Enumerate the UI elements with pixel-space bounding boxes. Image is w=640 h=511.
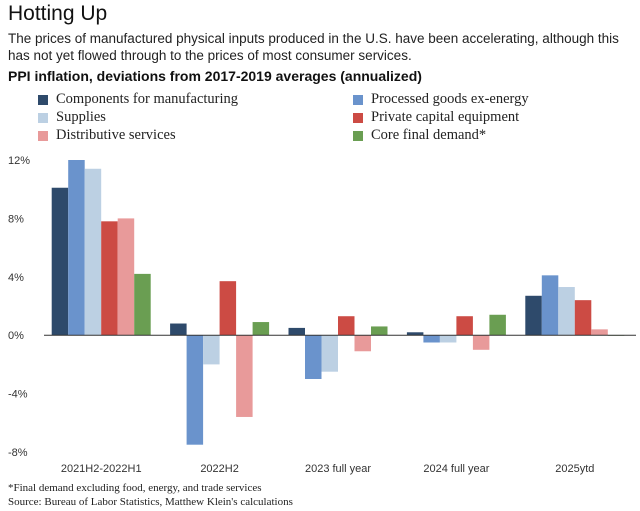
x-axis: 2021H2-2022H1 2022H2 2023 full year 2024 fu… bbox=[44, 334, 636, 475]
bar bbox=[591, 329, 608, 336]
legend-item-core-final-demand: Core final demand* bbox=[353, 127, 486, 144]
legend-swatch-core-final-demand bbox=[353, 130, 363, 141]
legend-swatch-components bbox=[38, 94, 48, 105]
bar bbox=[288, 327, 305, 336]
bar bbox=[558, 287, 575, 336]
bar bbox=[101, 221, 118, 336]
legend-label-core-final-demand: Core final demand* bbox=[371, 127, 487, 143]
legend-swatch-supplies bbox=[38, 112, 48, 123]
y-axis: -8% -4% 0% 4% 8% 12% bbox=[8, 155, 30, 459]
legend-item-distributive-services: Distributive services bbox=[38, 127, 176, 144]
bar bbox=[541, 275, 559, 336]
bar bbox=[305, 335, 322, 379]
x-tick-label: 2024 full year bbox=[423, 463, 489, 475]
legend-swatch-capital-equipment bbox=[353, 112, 363, 123]
bar bbox=[203, 335, 220, 365]
bar bbox=[134, 273, 151, 336]
bar bbox=[354, 335, 371, 352]
legend-label-capital-equipment: Private capital equipment bbox=[371, 109, 520, 125]
bar bbox=[574, 300, 592, 336]
bar bbox=[525, 295, 542, 336]
page-title: Hotting Up bbox=[8, 2, 108, 25]
page-subtitle: The prices of manufactured physical inpu… bbox=[8, 31, 619, 63]
bar bbox=[423, 335, 440, 343]
y-tick-label: 8% bbox=[8, 213, 24, 225]
x-tick-label: 2023 full year bbox=[305, 463, 371, 475]
bar bbox=[321, 335, 338, 372]
footnotes: *Final demand excluding food, energy, an… bbox=[8, 481, 293, 509]
bar bbox=[117, 218, 135, 336]
bar bbox=[51, 187, 69, 336]
legend-label-supplies: Supplies bbox=[56, 109, 106, 125]
legend-item-processed-goods: Processed goods ex-energy bbox=[353, 91, 529, 108]
y-tick-label: -4% bbox=[8, 389, 28, 401]
footnote-definition: *Final demand excluding food, energy, an… bbox=[8, 482, 262, 494]
bar-group bbox=[51, 160, 625, 445]
bar bbox=[338, 316, 355, 336]
bar bbox=[371, 326, 388, 336]
bar bbox=[186, 335, 204, 445]
bar bbox=[456, 316, 473, 336]
source-note: Source: Bureau of Labor Statistics, Matt… bbox=[8, 496, 293, 508]
legend-label-components: Components for manufacturing bbox=[56, 91, 239, 107]
bar bbox=[236, 335, 253, 417]
bar-chart: -8% -4% 0% 4% 8% 12% 2021H2-2022H1 2022H2 2023 … bbox=[8, 155, 636, 475]
bar bbox=[219, 281, 237, 336]
x-tick-label: 2022H2 bbox=[200, 463, 239, 475]
y-tick-label: 0% bbox=[8, 330, 24, 342]
bar bbox=[252, 322, 270, 336]
bar bbox=[439, 335, 457, 343]
legend-swatch-distributive-services bbox=[38, 130, 48, 141]
legend-item-supplies: Supplies bbox=[38, 109, 106, 126]
legend-item-components: Components for manufacturing bbox=[38, 91, 238, 108]
y-tick-label: -8% bbox=[8, 447, 28, 459]
bar bbox=[84, 168, 102, 336]
bar bbox=[489, 314, 506, 336]
bar bbox=[406, 332, 424, 336]
bar bbox=[170, 323, 187, 336]
x-tick-label: 2021H2-2022H1 bbox=[61, 463, 142, 475]
legend-swatch-processed-goods bbox=[353, 94, 363, 105]
chart-title: PPI inflation, deviations from 2017-2019… bbox=[8, 68, 422, 84]
y-tick-label: 4% bbox=[8, 272, 24, 284]
legend-label-distributive-services: Distributive services bbox=[56, 127, 176, 143]
y-tick-label: 12% bbox=[8, 155, 30, 167]
legend-label-processed-goods: Processed goods ex-energy bbox=[371, 91, 529, 107]
x-tick-label: 2025ytd bbox=[555, 463, 594, 475]
bar bbox=[472, 335, 490, 350]
bar bbox=[68, 160, 85, 336]
legend-item-capital-equipment: Private capital equipment bbox=[353, 109, 519, 126]
